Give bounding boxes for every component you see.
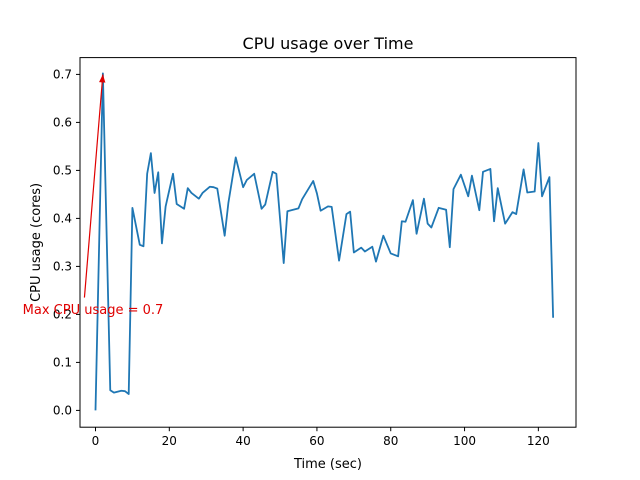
cpu-usage-line: [94, 72, 555, 411]
chart-title: CPU usage over Time: [243, 34, 414, 53]
annotation-arrow-line: [83, 74, 104, 298]
x-tick-label: 60: [309, 434, 324, 448]
y-tick-label: 0.7: [53, 67, 72, 81]
x-tick-label: 120: [527, 434, 550, 448]
y-tick-label: 0.5: [53, 163, 72, 177]
x-axis-label: Time (sec): [293, 457, 362, 472]
plot-area: [80, 57, 576, 428]
y-tick-label: 0.6: [53, 115, 72, 129]
annotation-label: Max CPU usage = 0.7: [23, 303, 164, 318]
y-axis-label: CPU usage (cores): [29, 183, 44, 302]
y-tick-label: 0.2: [53, 307, 72, 321]
x-tick-label: 40: [235, 434, 250, 448]
annotation: Max CPU usage = 0.7: [23, 74, 164, 318]
y-tick-label: 0.0: [53, 403, 72, 417]
annotation-arrow-head: [99, 74, 106, 83]
x-tick-label: 100: [453, 434, 476, 448]
plot-frame: [79, 57, 577, 428]
y-tick-label: 0.1: [53, 355, 72, 369]
x-tick-label: 20: [162, 434, 177, 448]
y-tick-label: 0.4: [53, 211, 72, 225]
y-tick-label: 0.3: [53, 259, 72, 273]
x-tick-label: 0: [92, 434, 100, 448]
y-axis: 0.0 0.1 0.2 0.3 0.4 0.5 0.6 0.7: [53, 67, 80, 417]
x-tick-label: 80: [383, 434, 398, 448]
x-axis: 0 20 40 60 80 100 120: [92, 427, 550, 448]
